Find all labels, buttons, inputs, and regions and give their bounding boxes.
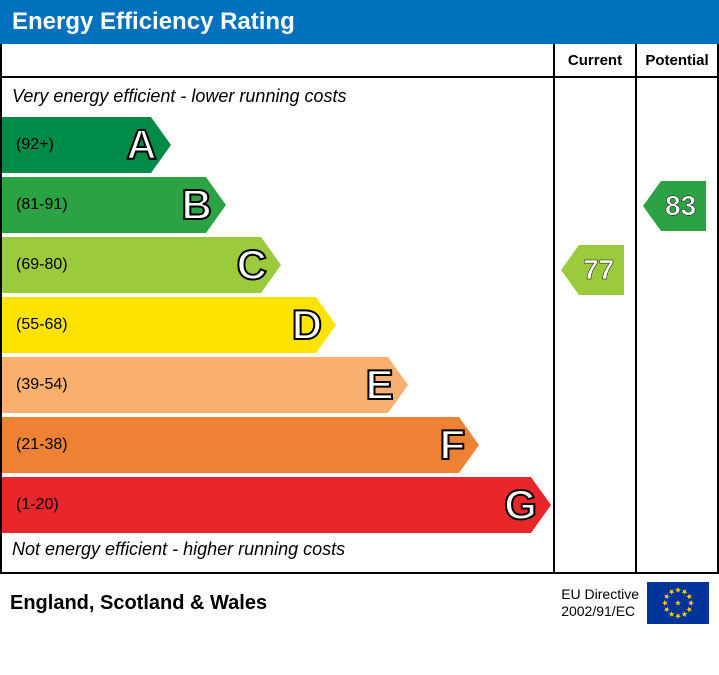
band-bar: (39-54)E <box>2 357 388 413</box>
caption-top: Very energy efficient - lower running co… <box>2 84 553 113</box>
band-range: (39-54) <box>2 376 68 394</box>
epc-chart: Energy Efficiency Rating Current Potenti… <box>0 0 719 675</box>
band-e: (39-54) E <box>2 357 553 413</box>
body-row: Very energy efficient - lower running co… <box>2 78 717 572</box>
band-letter: G <box>504 481 537 529</box>
header-current: Current <box>553 44 635 76</box>
band-range: (21-38) <box>2 436 68 454</box>
band-c: (69-80) C <box>2 237 553 293</box>
footer-directive: EU Directive 2002/91/EC <box>561 586 639 620</box>
directive-line2: 2002/91/EC <box>561 603 639 620</box>
band-letter: D <box>292 301 322 349</box>
bars-area: Very energy efficient - lower running co… <box>2 78 553 572</box>
bands-list: (92+) A (81-91) B (69-80) C (55-68) D (39-54) E (2… <box>2 117 553 533</box>
caption-bottom: Not energy efficient - higher running co… <box>2 537 553 566</box>
tag-arrow-icon <box>643 181 661 231</box>
potential-column: 83 <box>635 78 717 572</box>
potential-value: 83 <box>661 181 706 231</box>
band-range: (1-20) <box>2 496 59 514</box>
band-letter: B <box>182 181 212 229</box>
chart-frame: Current Potential Very energy efficient … <box>0 44 719 574</box>
band-g: (1-20) G <box>2 477 553 533</box>
footer-region: England, Scotland & Wales <box>10 592 561 615</box>
current-tag: 77 <box>561 245 624 295</box>
band-bar: (92+)A <box>2 117 151 173</box>
title-bar: Energy Efficiency Rating <box>0 0 719 44</box>
band-a: (92+) A <box>2 117 553 173</box>
band-letter: E <box>366 361 394 409</box>
chart-title: Energy Efficiency Rating <box>12 8 295 35</box>
band-bar: (81-91)B <box>2 177 206 233</box>
current-value: 77 <box>579 245 624 295</box>
band-f: (21-38) F <box>2 417 553 473</box>
tag-arrow-icon <box>561 245 579 295</box>
band-range: (92+) <box>2 136 54 154</box>
band-bar: (21-38)F <box>2 417 459 473</box>
band-bar: (55-68)D <box>2 297 316 353</box>
directive-line1: EU Directive <box>561 586 639 603</box>
header-spacer <box>2 44 553 76</box>
band-bar: (69-80)C <box>2 237 261 293</box>
band-range: (81-91) <box>2 196 68 214</box>
band-range: (69-80) <box>2 256 68 274</box>
header-row: Current Potential <box>2 44 717 78</box>
potential-tag: 83 <box>643 181 706 231</box>
band-b: (81-91) B <box>2 177 553 233</box>
band-bar: (1-20)G <box>2 477 531 533</box>
band-letter: C <box>237 241 267 289</box>
band-letter: F <box>440 421 466 469</box>
header-potential: Potential <box>635 44 717 76</box>
band-letter: A <box>126 121 156 169</box>
eu-flag-icon <box>647 582 709 624</box>
current-column: 77 <box>553 78 635 572</box>
footer-row: England, Scotland & Wales EU Directive 2… <box>0 574 719 632</box>
band-d: (55-68) D <box>2 297 553 353</box>
band-range: (55-68) <box>2 316 68 334</box>
